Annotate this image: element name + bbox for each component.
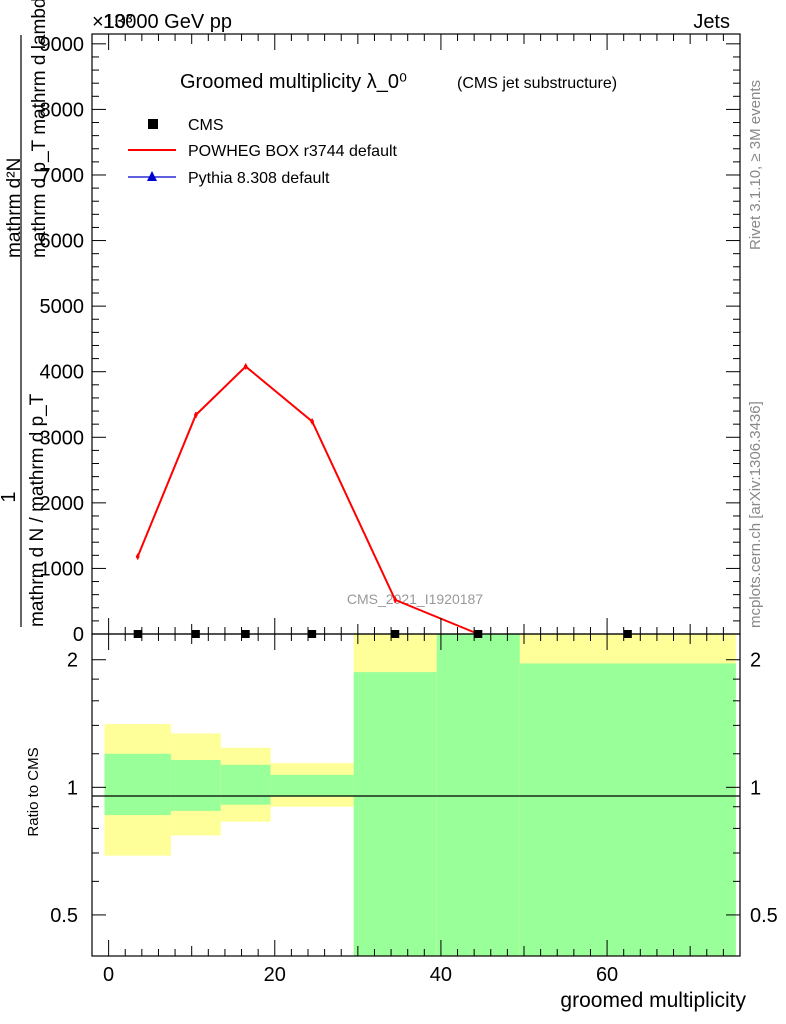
powheg-line — [136, 365, 479, 635]
y-label-denominator: mathrm d N / mathrm d p_T — [27, 393, 48, 627]
powheg-point-1 — [194, 413, 198, 417]
y-label-ratio: Ratio to CMS — [25, 747, 42, 836]
x-axis-label: groomed multiplicity — [560, 989, 746, 1012]
main-y-tick-label-7: 7000 — [40, 165, 85, 187]
ratio-stat-band-2 — [220, 764, 271, 805]
ratio-y-tick-label-right-2: 2 — [750, 650, 761, 672]
ratio-y-tick-label-left-0: 0.5 — [50, 905, 78, 927]
chart-title: Groomed multiplicity λ_0⁰ — [180, 71, 407, 93]
chart-subtitle: (CMS jet substructure) — [457, 75, 617, 92]
side-rivet-label: Rivet 3.1.10, ≥ 3M events — [747, 80, 764, 250]
header-left: 13000 GeV pp — [103, 11, 232, 33]
powheg-point-4 — [393, 598, 398, 602]
ratio-stat-band-4 — [353, 672, 437, 956]
legend-pythia-label: Pythia 8.308 default — [188, 170, 330, 187]
main-y-tick-label-3: 3000 — [40, 427, 85, 449]
main-y-tick-label-8: 8000 — [40, 99, 85, 121]
legend: CMS POWHEG BOX r3744 default Pythia 8.30… — [128, 117, 398, 187]
x-tick-label-3: 60 — [596, 964, 618, 986]
x-tick-label-0: 0 — [103, 964, 114, 986]
legend-cms-marker — [148, 119, 158, 129]
main-y-tick-label-2: 2000 — [40, 493, 85, 515]
ratio-stat-band-0 — [104, 753, 171, 816]
y-label-second-numerator: mathrm d²N — [4, 158, 25, 258]
ratio-stat-band-1 — [170, 760, 221, 811]
ratio-stat-band-5 — [436, 634, 520, 956]
side-mcplots-label: mcplots.cern.ch [arXiv:1306.3436] — [747, 401, 764, 628]
ratio-stat-band-6 — [519, 663, 736, 956]
x-tick-label-1: 20 — [264, 964, 286, 986]
powheg-point-2 — [243, 364, 248, 369]
y-label-numerator-one: 1 — [0, 491, 20, 502]
main-y-tick-label-9: 9000 — [40, 34, 85, 56]
x-tick-label-2: 40 — [430, 964, 452, 986]
analysis-watermark: CMS_2021_I1920187 — [347, 591, 483, 607]
main-y-tick-label-1: 1000 — [40, 558, 85, 580]
ratio-y-tick-label-right-0: 0.5 — [750, 905, 778, 927]
header-right: Jets — [693, 11, 730, 33]
ratio-bands — [104, 634, 736, 956]
powheg-point-0 — [135, 554, 140, 559]
main-y-tick-label-6: 6000 — [40, 231, 85, 253]
ratio-plot-frame — [91, 633, 741, 957]
ratio-stat-band-3 — [270, 774, 354, 797]
ratio-y-tick-label-left-2: 2 — [67, 650, 78, 672]
main-y-tick-label-4: 4000 — [40, 362, 85, 384]
main-y-tick-label-0: 0 — [73, 624, 84, 646]
powheg-point-3 — [310, 419, 314, 424]
ratio-y-tick-label-right-1: 1 — [750, 777, 761, 799]
legend-cms-label: CMS — [188, 117, 224, 134]
main-y-tick-label-5: 5000 — [40, 296, 85, 318]
ratio-y-tick-label-left-1: 1 — [67, 777, 78, 799]
y-label-second-denominator: mathrm d p_T mathrm d lambda — [29, 0, 50, 258]
legend-powheg-label: POWHEG BOX r3744 default — [188, 143, 398, 160]
header-exponent: ×10³ — [92, 11, 133, 33]
legend-pythia-marker — [147, 171, 157, 181]
